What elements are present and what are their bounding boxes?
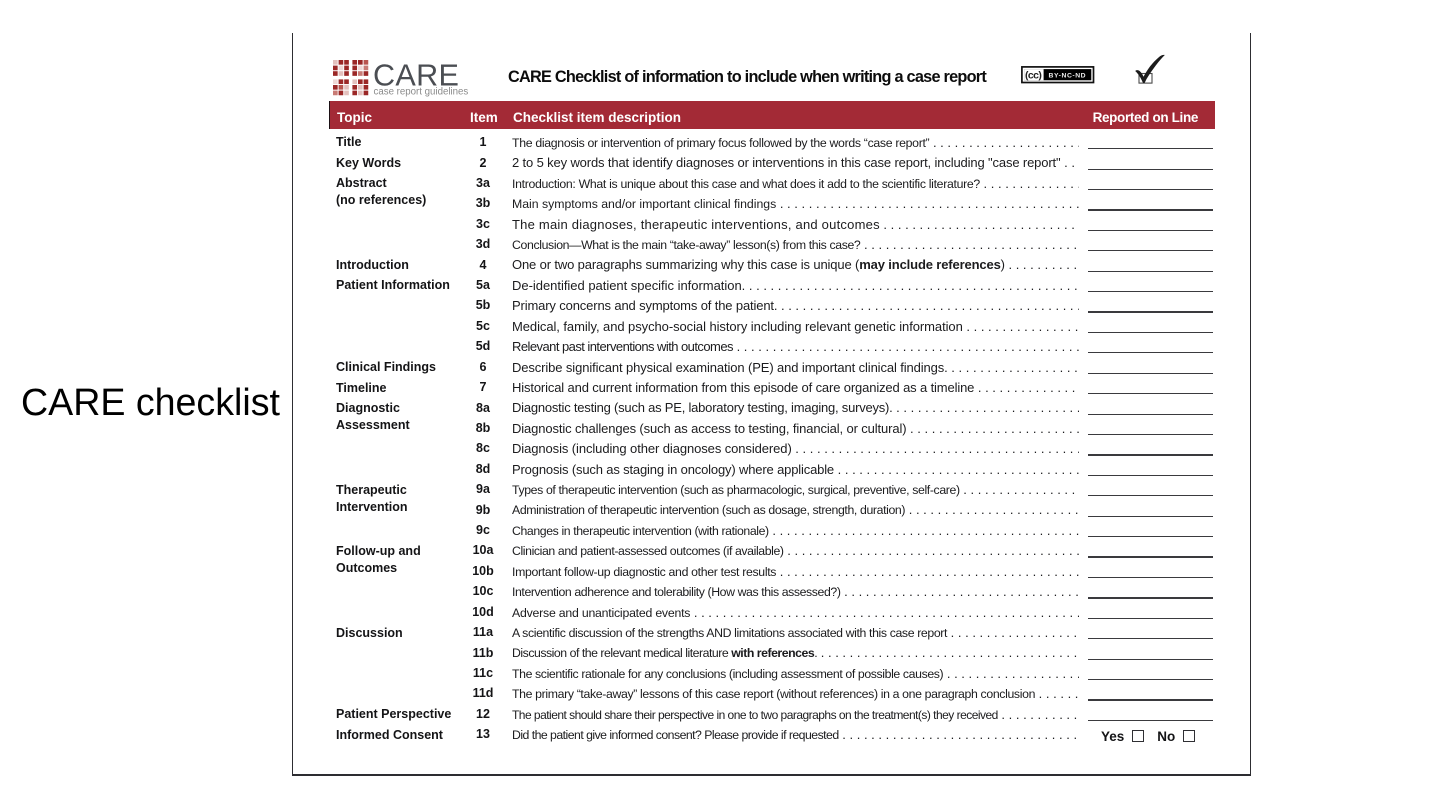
svg-text:case report guidelines: case report guidelines: [374, 87, 469, 98]
svg-text:CARE: CARE: [373, 60, 459, 92]
svg-text:BY-NC-ND: BY-NC-ND: [1049, 72, 1087, 79]
svg-text:(cc): (cc): [1025, 69, 1041, 81]
